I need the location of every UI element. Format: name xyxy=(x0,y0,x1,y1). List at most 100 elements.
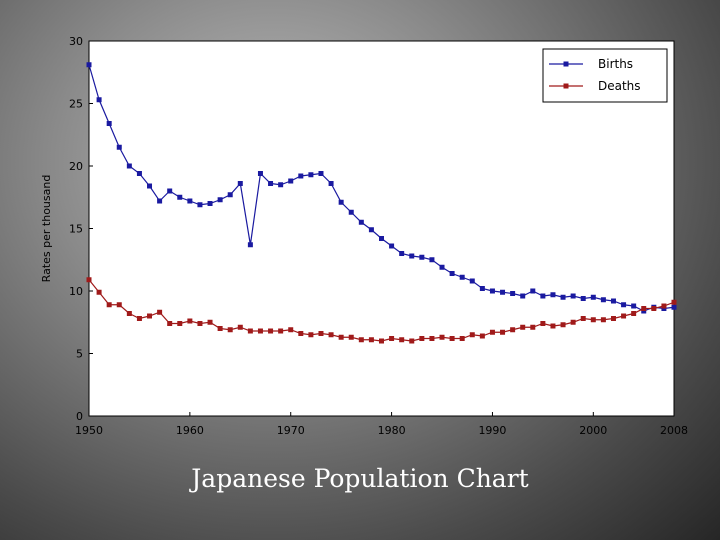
births-point xyxy=(489,288,495,294)
births-point xyxy=(116,144,122,150)
deaths-point xyxy=(197,321,203,326)
deaths-point xyxy=(570,319,576,325)
x-tick-label: 1970 xyxy=(277,424,305,437)
deaths-point xyxy=(167,321,173,326)
deaths-point xyxy=(136,316,142,321)
deaths-point xyxy=(368,337,374,343)
births-point xyxy=(227,192,233,198)
deaths-point xyxy=(580,316,586,321)
births-point xyxy=(368,227,374,233)
births-point xyxy=(399,251,405,256)
births-point xyxy=(429,257,435,263)
births-point xyxy=(389,243,395,249)
births-point xyxy=(106,121,112,126)
births-point xyxy=(338,199,344,205)
births-point xyxy=(278,182,284,188)
deaths-point xyxy=(489,329,495,335)
deaths-point xyxy=(247,328,253,334)
births-point xyxy=(207,201,213,206)
y-tick-label: 30 xyxy=(69,35,83,48)
deaths-point xyxy=(147,313,153,319)
y-tick-label: 10 xyxy=(69,285,83,298)
legend-births-label: Births xyxy=(598,57,633,71)
births-point xyxy=(610,298,616,304)
deaths-point xyxy=(318,331,324,336)
x-tick-label: 1960 xyxy=(176,424,204,437)
births-point xyxy=(237,181,243,186)
deaths-point xyxy=(348,334,354,340)
deaths-point xyxy=(328,332,334,338)
deaths-point xyxy=(661,303,667,309)
deaths-point xyxy=(631,311,637,316)
deaths-point xyxy=(106,302,112,308)
x-tick-label: 1980 xyxy=(378,424,406,437)
deaths-point xyxy=(419,336,425,341)
x-tick-label: 1950 xyxy=(75,424,103,437)
plot-area xyxy=(89,41,674,416)
births-point xyxy=(177,194,183,200)
births-point xyxy=(268,181,274,186)
deaths-point xyxy=(358,337,364,343)
y-tick-label: 20 xyxy=(69,160,83,173)
births-point xyxy=(288,178,294,184)
births-point xyxy=(550,292,556,298)
deaths-point xyxy=(308,332,314,338)
deaths-point xyxy=(237,324,243,330)
x-tick-label: 2000 xyxy=(579,424,607,437)
deaths-point xyxy=(409,338,415,344)
deaths-point xyxy=(298,331,304,336)
y-tick-label: 5 xyxy=(76,348,83,361)
deaths-point xyxy=(590,317,596,323)
y-tick-label: 0 xyxy=(76,410,83,423)
deaths-point xyxy=(459,336,465,341)
births-point xyxy=(247,242,253,248)
deaths-point xyxy=(560,322,566,328)
births-point xyxy=(379,236,384,241)
deaths-point xyxy=(651,306,657,311)
slide-caption: Japanese Population Chart xyxy=(191,464,529,493)
births-point xyxy=(257,171,263,176)
births-point xyxy=(469,278,475,284)
deaths-point xyxy=(288,327,294,333)
deaths-point xyxy=(479,333,485,339)
births-point xyxy=(147,183,153,189)
deaths-point xyxy=(338,334,344,340)
births-point xyxy=(510,291,516,296)
births-point xyxy=(600,297,606,303)
deaths-point xyxy=(449,336,455,341)
births-point xyxy=(621,302,627,308)
x-tick-label: 1990 xyxy=(478,424,506,437)
births-point xyxy=(167,188,173,194)
y-tick-label: 25 xyxy=(69,98,83,111)
births-point xyxy=(308,172,314,178)
deaths-point xyxy=(540,321,546,326)
births-point xyxy=(409,253,415,259)
deaths-point xyxy=(610,316,616,321)
births-point xyxy=(197,202,203,208)
deaths-point xyxy=(257,328,263,334)
births-point xyxy=(459,274,465,280)
deaths-point xyxy=(187,318,193,324)
births-point xyxy=(126,163,132,169)
births-point xyxy=(348,209,354,215)
deaths-point xyxy=(399,337,405,343)
births-point xyxy=(479,286,485,291)
deaths-point xyxy=(439,334,445,340)
births-point xyxy=(328,181,334,186)
births-point xyxy=(631,303,637,309)
births-point xyxy=(590,294,596,300)
deaths-point xyxy=(621,313,627,319)
deaths-point xyxy=(550,323,556,329)
axes: 1950 1960 1970 1980 1990 2000 2008 0 5 10 15 20 25 30… xyxy=(40,35,688,437)
deaths-point xyxy=(177,321,183,326)
deaths-point xyxy=(389,336,395,341)
births-point xyxy=(671,304,677,310)
births-point xyxy=(86,62,92,68)
deaths-point xyxy=(227,327,233,333)
series-layer xyxy=(86,62,677,344)
births-point xyxy=(530,288,536,294)
births-point xyxy=(96,97,102,103)
births-point xyxy=(449,271,455,276)
